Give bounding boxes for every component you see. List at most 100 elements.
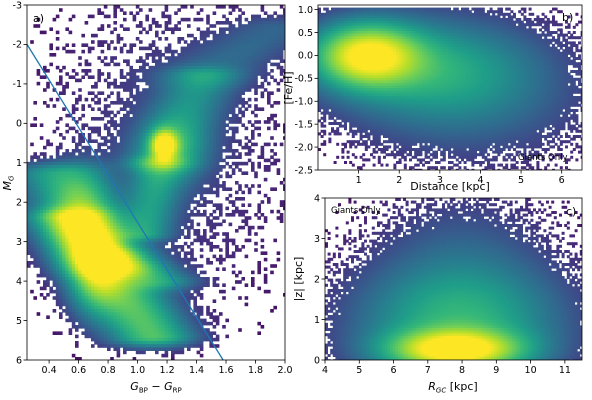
density-cell [212,49,217,54]
density-cell [46,241,50,246]
density-cell [215,149,220,153]
density-cell [209,321,213,326]
density-cell [30,261,34,265]
density-cell [161,299,165,303]
density-cell [164,171,169,175]
density-cell [212,30,217,35]
density-cell [177,65,181,70]
density-cell [113,328,117,332]
density-cell [142,181,146,185]
density-cell [84,187,89,191]
density-cell [206,27,210,31]
density-cell [27,213,31,217]
density-cell [36,254,41,259]
density-cell [193,337,197,342]
density-cell [100,299,105,303]
density-cell [36,24,41,28]
density-cell [203,174,207,179]
density-cell [36,238,41,243]
density-cell [33,209,37,214]
density-cell [55,168,60,172]
density-cell [238,184,242,188]
density-cell [231,203,236,207]
density-cell [94,216,98,220]
density-cell [36,161,41,166]
density-cell [116,296,121,300]
density-cell [81,152,85,156]
density-cell [71,270,76,275]
density-cell [43,101,47,105]
density-cell [97,203,101,207]
density-cell [84,161,89,166]
density-cell [174,229,178,233]
density-cell [52,165,57,169]
density-cell [129,312,133,316]
density-cell [132,126,137,131]
density-cell [46,197,50,201]
density-cell [238,17,242,22]
density-cell [39,216,44,220]
density-cell [116,149,121,153]
density-cell [161,75,165,79]
density-cell [43,168,47,172]
density-cell [49,187,53,191]
density-cell [151,302,156,307]
density-cell [187,149,191,153]
density-cell [145,241,149,246]
density-cell [100,225,105,230]
density-cell [113,229,117,233]
density-cell [206,120,210,124]
density-cell [46,248,50,252]
density-cell [132,251,137,255]
density-cell [97,245,101,249]
density-cell [55,174,60,179]
density-cell [199,69,204,73]
density-cell [139,273,143,278]
density-cell [110,213,114,217]
density-cell [126,341,130,345]
density-cell [59,267,63,271]
density-cell [187,43,191,47]
density-cell [119,245,124,249]
density-cell [71,216,76,220]
density-cell [123,209,127,214]
density-cell [119,165,124,169]
density-cell [62,152,66,156]
density-cell [180,325,185,329]
density-cell [107,302,111,307]
density-cell [171,81,175,86]
density-cell [161,120,165,124]
density-cell [129,222,133,227]
density-cell [139,8,143,12]
density-cell [123,193,127,198]
density-cell [94,312,98,316]
density-cell [49,238,53,243]
density-cell [110,325,114,329]
density-cell [132,257,137,262]
density-cell [126,145,130,150]
density-cell [199,353,204,358]
density-cell [161,104,165,108]
density-cell [43,251,47,255]
density-cell [199,334,204,339]
density-cell [36,197,41,201]
density-cell [203,283,207,287]
density-cell [87,133,92,137]
density-cell [203,165,207,169]
density-cell [142,168,146,172]
density-cell [116,174,121,179]
density-cell [183,193,188,198]
density-cell [49,184,53,188]
density-cell [148,200,153,204]
density-cell [231,56,236,60]
density-cell [171,296,175,300]
density-cell [174,126,178,131]
density-cell [222,62,226,67]
density-cell [145,197,149,201]
density-cell [145,142,149,147]
density-cell [206,107,210,111]
density-cell [103,232,108,236]
density-cell [39,254,44,259]
density-cell [161,222,165,227]
density-cell [84,209,89,214]
